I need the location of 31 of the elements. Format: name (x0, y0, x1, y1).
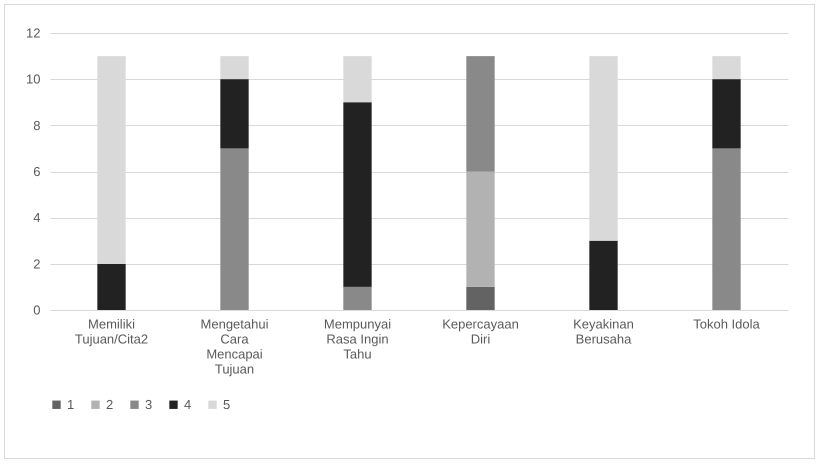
x-tick-label: Keyakinan Berusaha (573, 316, 634, 346)
x-tick-label: Memiliki Tujuan/Cita2 (74, 316, 148, 346)
legend-label: 3 (145, 396, 152, 412)
x-tick-label: Kepercayaan Diri (442, 316, 519, 346)
y-tick-label: 0 (33, 302, 40, 318)
y-tick-label: 2 (33, 256, 40, 272)
bar (466, 172, 495, 287)
bar (343, 102, 372, 287)
bar (712, 148, 741, 310)
bar (343, 286, 372, 310)
bar (466, 56, 495, 172)
bar (220, 79, 249, 148)
legend-label: 5 (223, 396, 230, 412)
x-tick-label: Mengetahui Cara Mencapai Tujuan (200, 316, 269, 376)
bar (589, 240, 618, 310)
bar (712, 79, 741, 148)
bar (97, 264, 126, 310)
y-tick-label: 8 (33, 118, 40, 133)
bar (466, 286, 495, 310)
legend-label: 2 (106, 396, 114, 412)
y-tick-label: 4 (33, 210, 40, 226)
legend-label: 1 (67, 396, 74, 412)
bar (220, 148, 249, 310)
y-tick-label: 12 (26, 26, 40, 40)
bar (712, 56, 741, 80)
x-tick-label: Mempunyai Rasa Ingin Tahu (324, 316, 392, 362)
y-tick-label: 10 (26, 72, 40, 87)
bar (220, 56, 249, 80)
legend-label: 4 (184, 396, 192, 412)
x-tick-label: Tokoh Idola (693, 316, 761, 332)
y-tick-label: 6 (33, 164, 40, 179)
